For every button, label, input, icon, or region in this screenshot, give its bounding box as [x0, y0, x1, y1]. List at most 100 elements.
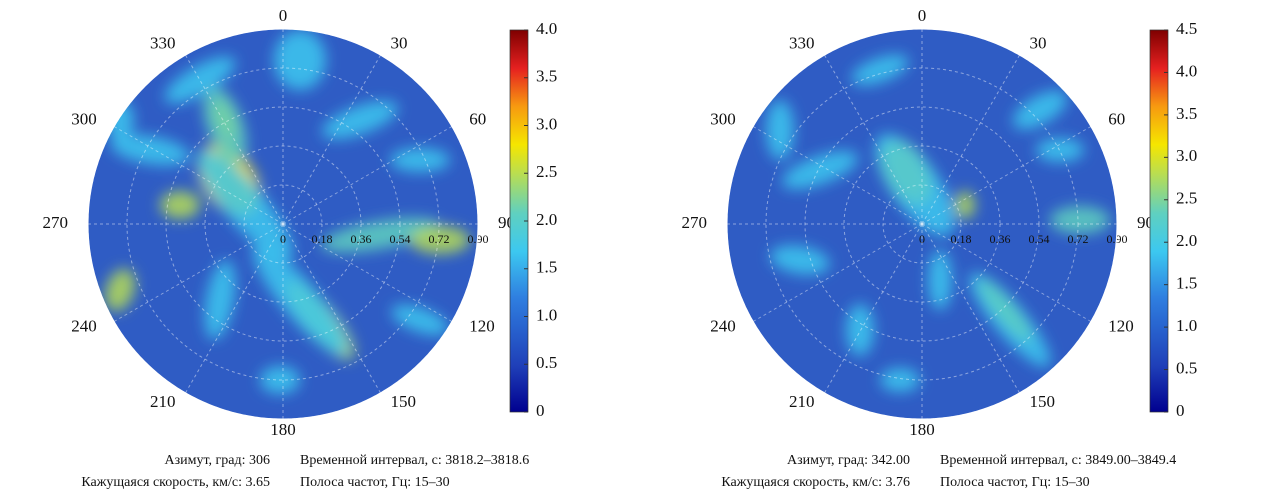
angle-label: 300 [71, 109, 97, 128]
colorbar-tick-label: 2.5 [536, 162, 557, 181]
angle-label: 150 [1030, 392, 1056, 411]
annotation: Полоса частот, Гц: 15–30 [300, 475, 450, 490]
angle-label: 330 [150, 34, 176, 53]
angle-label: 210 [789, 392, 815, 411]
colorbar-tick-label: 0.5 [1176, 358, 1197, 377]
radial-tick-label: 0.18 [951, 232, 972, 246]
colorbar-tick-label: 3.0 [1176, 146, 1197, 165]
radial-grid [843, 145, 1001, 303]
angle-label: 150 [391, 392, 417, 411]
heat-blob [928, 250, 952, 310]
angle-label: 0 [918, 6, 927, 25]
colorbar-tick-label: 1.0 [1176, 316, 1197, 335]
radial-grid [765, 67, 1079, 381]
angle-label: 240 [71, 316, 97, 335]
heat-blob [160, 191, 200, 219]
polar-border [726, 28, 1118, 420]
angle-label: 330 [789, 34, 815, 53]
heat-blobs [104, 30, 470, 394]
heat-blob [320, 217, 440, 253]
colorbar-tick-label: 2.0 [536, 210, 557, 229]
colorbar-tick-label: 4.0 [536, 19, 557, 38]
heatmap [766, 54, 1110, 392]
heat-blob [164, 56, 236, 104]
angular-grid [921, 223, 1020, 394]
heat-blob [260, 366, 300, 394]
angular-grid [824, 223, 923, 394]
radial-tick-label: 0 [280, 232, 286, 246]
heat-blob [1036, 138, 1084, 162]
heat-blobs [766, 54, 1110, 392]
radial-grid [165, 106, 401, 342]
angular-grid [113, 126, 284, 225]
colorbar-tick-label: 2.5 [1176, 189, 1197, 208]
radial-grid [804, 106, 1040, 342]
colorbar-tick-label: 2.0 [1176, 231, 1197, 250]
angle-label: 120 [469, 316, 495, 335]
radial-tick-label: 0.72 [429, 232, 450, 246]
heat-blob [390, 148, 450, 172]
angular-grid [282, 126, 453, 225]
radial-grid [204, 145, 362, 303]
radial-tick-label: 0.90 [1107, 232, 1128, 246]
angular-grid [752, 223, 923, 322]
angle-label: 180 [909, 420, 935, 439]
heat-blob [322, 101, 398, 139]
heat-blob [204, 260, 236, 340]
polar-chart: 00.180.360.540.720.900306090120150180210… [682, 6, 1198, 490]
heat-blob [391, 304, 449, 336]
angle-label: 240 [710, 316, 736, 335]
annotation: Кажущаяся скорость, км/с: 3.65 [81, 475, 270, 490]
angle-label: 30 [1030, 34, 1047, 53]
colorbar-tick-label: 1.5 [536, 258, 557, 277]
heat-blob [782, 151, 858, 189]
heat-blob [766, 100, 794, 160]
colorbar-tick-label: 0.5 [536, 353, 557, 372]
colorbar-tick-label: 1.5 [1176, 274, 1197, 293]
colorbar-tick-label: 0 [1176, 401, 1185, 420]
heat-blob [851, 54, 909, 86]
radial-tick-label: 0.36 [990, 232, 1011, 246]
colorbar-tick-label: 3.0 [536, 114, 557, 133]
angle-label: 120 [1108, 316, 1134, 335]
colorbar-tick-label: 1.0 [536, 305, 557, 324]
angular-grid [921, 126, 1092, 225]
colorbar-tick-label: 4.5 [1176, 19, 1197, 38]
heatmap [104, 30, 470, 394]
heat-blob [274, 30, 326, 90]
heat-blob [203, 86, 247, 164]
heat-blob [252, 245, 348, 355]
radial-tick-label: 0.90 [468, 232, 489, 246]
heat-blob [110, 134, 190, 166]
angle-label: 0 [279, 6, 288, 25]
angular-grid [282, 223, 453, 322]
angular-grid [282, 54, 381, 225]
colorbar-tick-label: 3.5 [536, 67, 557, 86]
heat-blob [197, 149, 293, 261]
angular-grid [921, 223, 1092, 322]
polar-chart: 00.180.360.540.720.900306090120150180210… [43, 6, 558, 490]
colorbar [1149, 29, 1169, 413]
angle-label: 60 [469, 109, 486, 128]
angular-grid [185, 223, 284, 394]
radial-grid [882, 184, 962, 264]
angular-grid [752, 126, 923, 225]
radial-tick-label: 0.54 [390, 232, 411, 246]
annotation: Временной интервал, с: 3818.2–3818.6 [300, 453, 529, 468]
heat-blob [1013, 90, 1067, 130]
angle-label: 210 [150, 392, 176, 411]
radial-tick-label: 0.54 [1029, 232, 1050, 246]
annotation: Полоса частот, Гц: 15–30 [940, 475, 1090, 490]
heat-blob [880, 368, 920, 392]
annotation: Временной интервал, с: 3849.00–3849.4 [940, 453, 1176, 468]
angle-label: 270 [682, 213, 708, 232]
angle-label: 270 [43, 213, 69, 232]
radial-tick-label: 0 [919, 232, 925, 246]
annotation: Азимут, град: 342.00 [787, 453, 910, 468]
polar-border [87, 28, 479, 420]
annotation: Кажущаяся скорость, км/с: 3.76 [721, 475, 910, 490]
angular-grid [113, 223, 284, 322]
heat-blob [955, 191, 975, 219]
heat-blob [1050, 206, 1110, 234]
